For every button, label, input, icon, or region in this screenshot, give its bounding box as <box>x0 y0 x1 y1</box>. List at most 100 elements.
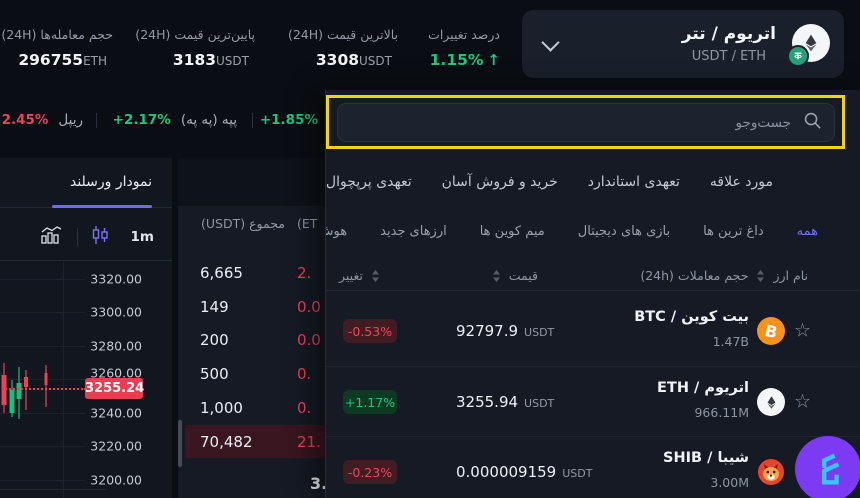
orderbook-amount: 0. <box>297 364 312 383</box>
chevron-down-icon[interactable] <box>541 32 560 52</box>
stat-low-value: 3183 <box>172 51 217 69</box>
orderbook-row[interactable]: 70,482 21. <box>178 425 325 458</box>
orderbook-row[interactable]: 6,665 2. <box>178 256 325 289</box>
category-filters: همه داغ ترین ها بازی های دیجیتال میم کوی… <box>326 224 818 239</box>
coin-price: 3255.94 <box>456 393 519 411</box>
column-coin-name[interactable]: نام ارز <box>773 268 808 283</box>
y-axis-tick: 3240.00 <box>90 405 142 421</box>
column-change[interactable]: تغییر <box>339 268 363 283</box>
ticker-change: +1.85% <box>259 112 318 128</box>
orderbook-amount: 0. <box>297 398 312 417</box>
orderbook-column-headers: مجموع (USDT) (ET <box>178 216 325 238</box>
favorite-star-icon[interactable]: ☆ <box>793 319 811 342</box>
y-axis-tick: 3220.00 <box>90 438 142 454</box>
timeframe-button[interactable]: 1m <box>130 229 154 245</box>
chart-tab-tradingview[interactable]: نمودار ورسلند <box>69 174 152 190</box>
orderbook-col-total: مجموع (USDT) <box>200 216 285 231</box>
stat-high-value: 3308 <box>315 51 360 69</box>
column-volume[interactable]: حجم معاملات (24h) <box>640 268 749 283</box>
category-all[interactable]: همه <box>796 224 818 239</box>
pair-coin-avatar <box>787 24 830 67</box>
stat-24h-high: بالاترین قیمت (24H) 3308USDT <box>288 27 398 69</box>
candlesticks <box>1 363 48 419</box>
category-ai[interactable]: هوش مصن <box>326 224 348 239</box>
eth-icon <box>757 388 785 416</box>
category-new-coins[interactable]: ارزهای جدید <box>380 224 447 239</box>
gridline <box>0 413 86 414</box>
divider <box>326 290 860 291</box>
tab-favorites[interactable]: مورد علاقه <box>709 174 773 190</box>
search-input[interactable] <box>350 113 793 132</box>
sort-icon[interactable] <box>371 269 379 282</box>
category-meme-coins[interactable]: میم کوین ها <box>479 224 545 239</box>
coin-table-header: نام ارز حجم معاملات (24h) قیمت تغییر <box>326 268 860 292</box>
stat-volume-value: 296755 <box>18 51 84 69</box>
coin-volume: 3.00M <box>710 475 749 490</box>
stat-low-unit: USDT <box>216 54 249 68</box>
tab-easy-trade[interactable]: خرید و فروش آسان <box>441 174 558 190</box>
sort-icon[interactable] <box>757 269 765 282</box>
divider <box>0 489 106 490</box>
coin-symbol: ETH <box>657 380 689 396</box>
stat-volume-label: حجم معامله‌ها (24H) <box>1 27 113 42</box>
ticker-item[interactable]: پپه (په په) +2.17% <box>113 112 237 128</box>
orderbook-total: 200 <box>200 330 229 349</box>
coin-price-unit: USDT <box>524 326 555 339</box>
last-price-line <box>2 388 86 390</box>
market-tabs: مورد علاقه تعهدی استاندارد خرید و فروش آ… <box>325 174 773 205</box>
column-price[interactable]: قیمت <box>508 268 538 283</box>
y-axis-tick: 3260.00 <box>90 365 142 381</box>
pair-subtitle: USDT / ETH <box>691 49 767 64</box>
ticker-coin-name: ریپل <box>58 112 83 128</box>
orderbook-total: 70,482 <box>200 432 253 451</box>
orderbook-col-amount: (ET <box>297 216 318 231</box>
ticker-item[interactable]: +1.85% <box>260 112 318 128</box>
ticker-coin-name: پپه (په په) <box>180 112 237 128</box>
ticker-divider <box>252 113 253 128</box>
sort-icon[interactable] <box>492 269 500 282</box>
pair-labels: اتریوم / تتر USDT / ETH <box>682 24 776 64</box>
orderbook-row[interactable]: 200 0.0 <box>178 323 325 356</box>
brand-logo-watermark[interactable] <box>795 436 860 498</box>
ticker-divider <box>96 113 97 128</box>
orderbook-row-highlight <box>185 425 325 458</box>
y-axis-tick: 3280.00 <box>90 338 142 354</box>
pair-separator: / <box>707 450 713 466</box>
y-axis-tick: 3300.00 <box>90 304 142 320</box>
last-price-tag: 3255.24 <box>85 378 144 399</box>
category-hottest[interactable]: داغ ترین ها <box>703 224 764 239</box>
tab-perpetual-futures[interactable]: تعهدی پرپچوال <box>325 174 412 190</box>
gridline <box>0 480 86 481</box>
market-dropdown-panel: مورد علاقه تعهدی استاندارد خرید و فروش آ… <box>325 90 860 498</box>
y-axis-tick: 3320.00 <box>90 271 142 287</box>
change-badge: -0.23% <box>343 460 397 484</box>
stat-high-label: بالاترین قیمت (24H) <box>287 27 398 42</box>
up-arrow-icon: ↑ <box>487 51 500 69</box>
orderbook-row[interactable]: 500 0. <box>178 357 325 390</box>
pair-separator: / <box>670 309 677 325</box>
gridline <box>0 379 86 380</box>
category-digital-games[interactable]: بازی های دیجیتال <box>577 224 671 239</box>
coin-row-btc[interactable]: ☆ B BTC / بیت کوین 1.47B 92797.9 USDT -0.… <box>326 296 860 366</box>
candlestick-icon[interactable] <box>92 225 109 249</box>
toolbar-divider <box>76 228 78 246</box>
coin-name: اتریوم <box>704 380 749 396</box>
search-box[interactable] <box>337 103 835 142</box>
orderbook-row[interactable]: 1,000 0. <box>178 391 325 424</box>
coin-price: 92797.9 <box>456 322 519 340</box>
chart-type-icon[interactable] <box>40 226 63 248</box>
orderbook-row[interactable]: 149 0.0 <box>178 290 325 323</box>
coin-row-eth[interactable]: ☆ ETH / اتریوم 966.11M 3255.94 USDT +1.17… <box>326 366 860 437</box>
pair-selector[interactable]: اتریوم / تتر USDT / ETH <box>522 10 844 78</box>
price-chart[interactable]: 3320.00 3300.00 3280.00 3260.00 3240.00 … <box>0 260 172 498</box>
tab-standard-futures[interactable]: تعهدی استاندارد <box>587 174 680 190</box>
ticker-item[interactable]: ریپل 2.45% <box>2 112 83 128</box>
orderbook-amount: 0.0 <box>297 297 321 316</box>
orderbook-last-price-partial: 3. <box>310 474 325 493</box>
ticker-change: 2.45% <box>1 112 49 128</box>
scrollbar-thumb[interactable] <box>178 420 182 467</box>
orderbook-total: 149 <box>200 297 229 316</box>
favorite-star-icon[interactable]: ☆ <box>793 390 811 413</box>
gridline <box>0 279 86 280</box>
